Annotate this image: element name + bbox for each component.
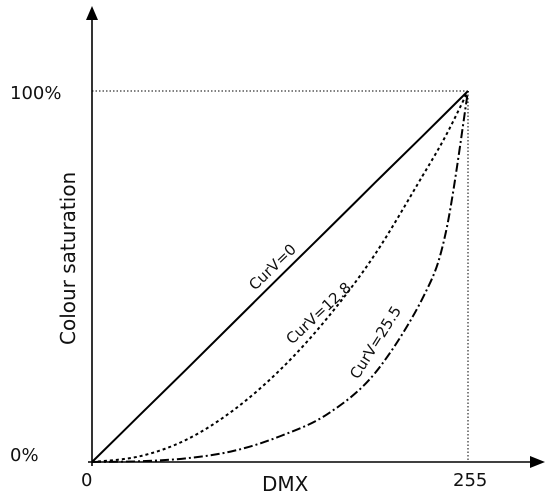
curve-label-curv0: CurV=0 [245,240,300,294]
x-tick-label-0: 0 [81,470,92,491]
y-axis-title: Colour saturation [56,172,80,345]
x-tick-label-255: 255 [453,470,487,491]
y-axis-arrow-icon [86,6,98,20]
x-axis-title: DMX [262,472,309,496]
series-line-0 [91,90,469,463]
curve-label-curv12: CurV=12.8 [282,279,355,348]
series-line-2 [91,90,469,463]
x-axis-arrow-icon [530,456,545,468]
y-tick-label-100: 100% [10,83,61,104]
series-layer [91,90,469,463]
y-tick-label-0: 0% [10,445,39,466]
